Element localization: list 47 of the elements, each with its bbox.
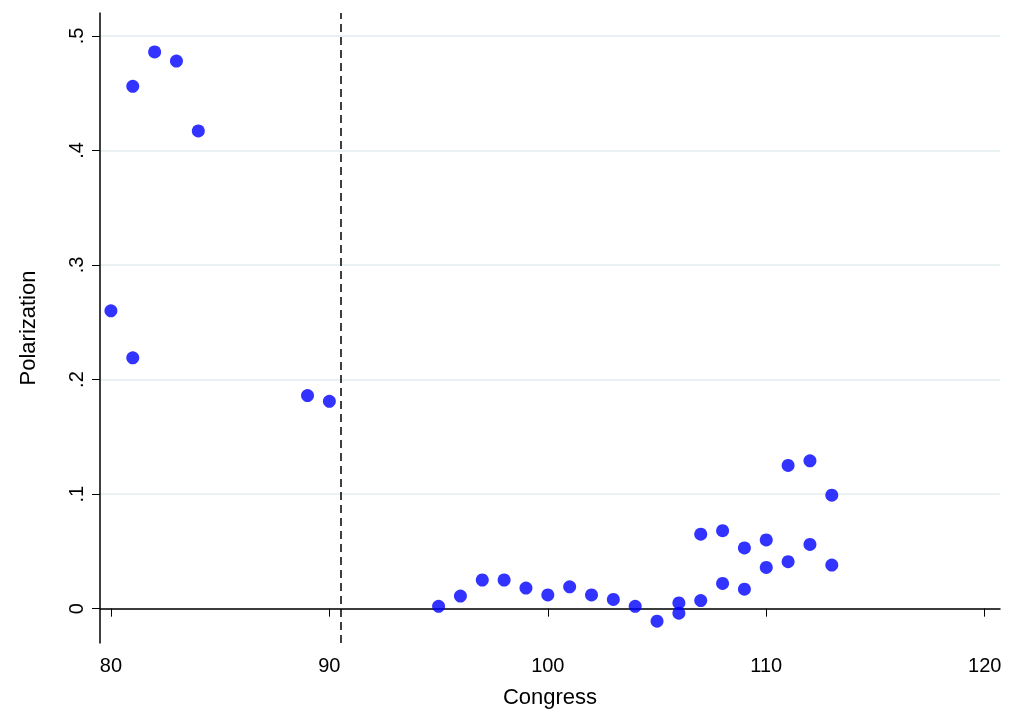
point xyxy=(148,45,162,59)
x-axis-title: Congress xyxy=(502,683,598,709)
point xyxy=(301,389,315,403)
point xyxy=(432,599,446,613)
point xyxy=(497,573,511,587)
point xyxy=(759,533,773,547)
y-tick-label: 0 xyxy=(65,603,87,615)
point xyxy=(803,537,817,551)
point xyxy=(694,527,708,541)
point xyxy=(650,614,664,628)
y-tick-label: .4 xyxy=(65,142,87,159)
point xyxy=(759,560,773,574)
point xyxy=(475,573,489,587)
point xyxy=(737,541,751,555)
point xyxy=(126,351,140,365)
x-tick-label: 100 xyxy=(531,654,565,676)
point xyxy=(672,606,686,620)
point xyxy=(803,454,817,468)
y-axis-title: Polarization xyxy=(14,270,40,386)
point xyxy=(453,589,467,603)
point xyxy=(126,79,140,93)
x-tick-label: 80 xyxy=(99,654,123,676)
point xyxy=(169,54,183,68)
y-tick-label: .3 xyxy=(65,256,87,274)
y-tick-label: .2 xyxy=(65,371,87,388)
point xyxy=(606,592,620,606)
point xyxy=(322,394,336,408)
y-tick-label: .5 xyxy=(65,27,87,45)
point xyxy=(104,304,118,318)
point xyxy=(716,524,730,538)
point xyxy=(737,582,751,596)
point xyxy=(825,488,839,502)
x-tick-label: 90 xyxy=(318,654,341,676)
point xyxy=(191,124,205,138)
point xyxy=(585,588,598,602)
point xyxy=(825,558,839,572)
point xyxy=(694,594,708,608)
x-tick-label: 120 xyxy=(968,654,1002,676)
point xyxy=(781,458,795,472)
point xyxy=(563,580,577,594)
y-tick-label: .1 xyxy=(65,485,87,503)
point xyxy=(716,576,730,590)
point xyxy=(781,555,795,569)
point xyxy=(519,581,533,595)
x-tick-label: 110 xyxy=(750,654,783,676)
point xyxy=(541,588,555,602)
point xyxy=(628,599,642,613)
